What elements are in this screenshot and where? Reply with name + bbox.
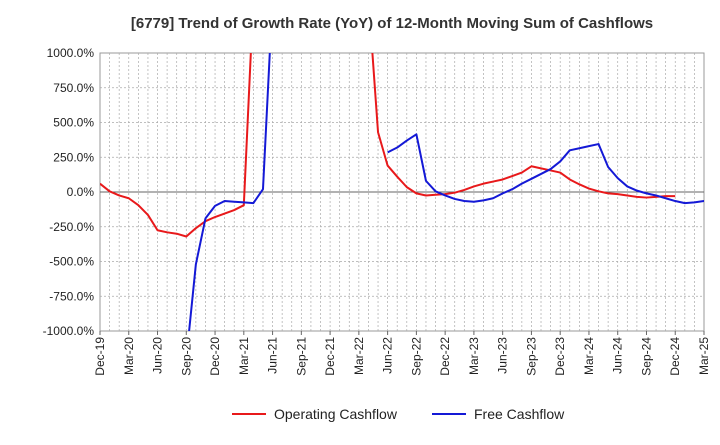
x-tick-label: Jun-23	[496, 337, 510, 374]
y-tick-label: 250.0%	[53, 150, 94, 164]
x-tick-label: Sep-20	[179, 337, 193, 376]
y-tick-label: 1000.0%	[47, 46, 95, 60]
x-tick-label: Mar-24	[582, 337, 596, 375]
x-tick-label: Sep-24	[639, 337, 653, 376]
x-tick-label: Mar-20	[122, 337, 136, 375]
x-tick-label: Sep-21	[294, 337, 308, 376]
series-line-free-cashflow	[188, 53, 704, 331]
y-tick-label: -750.0%	[49, 289, 94, 303]
x-tick-label: Mar-22	[352, 337, 366, 375]
x-tick-label: Dec-20	[208, 337, 222, 376]
x-tick-label: Dec-21	[323, 337, 337, 376]
legend: Operating Cashflow Free Cashflow	[232, 406, 565, 422]
y-tick-label: -250.0%	[49, 220, 94, 234]
y-tick-label: -500.0%	[49, 255, 94, 269]
chart-title: [6779] Trend of Growth Rate (YoY) of 12-…	[131, 15, 653, 32]
legend-label: Free Cashflow	[474, 406, 565, 422]
x-tick-label: Jun-22	[381, 337, 395, 374]
x-tick-label: Mar-25	[697, 337, 711, 375]
series-line-operating-cashflow	[100, 53, 676, 238]
y-tick-label: 0.0%	[67, 185, 95, 199]
axes: 1000.0% 750.0% 500.0% 250.0% 0.0% -250.0% -500…	[43, 46, 711, 376]
x-tick-label: Mar-23	[467, 337, 481, 375]
x-tick-label: Dec-19	[93, 337, 107, 376]
series-lines	[100, 53, 704, 331]
y-tick-label: 750.0%	[53, 81, 94, 95]
x-tick-label: Sep-22	[409, 337, 423, 376]
y-tick-label: 500.0%	[53, 116, 94, 130]
x-tick-label: Dec-23	[553, 337, 567, 376]
x-tick-label: Jun-24	[611, 337, 625, 374]
y-tick-label: -1000.0%	[43, 324, 95, 338]
grid	[99, 52, 705, 332]
x-tick-label: Jun-21	[266, 337, 280, 374]
x-tick-label: Jun-20	[151, 337, 165, 374]
legend-label: Operating Cashflow	[274, 406, 398, 422]
x-tick-label: Dec-24	[668, 337, 682, 376]
x-tick-label: Mar-21	[237, 337, 251, 375]
x-tick-label: Dec-22	[438, 337, 452, 376]
x-tick-label: Sep-23	[524, 337, 538, 376]
